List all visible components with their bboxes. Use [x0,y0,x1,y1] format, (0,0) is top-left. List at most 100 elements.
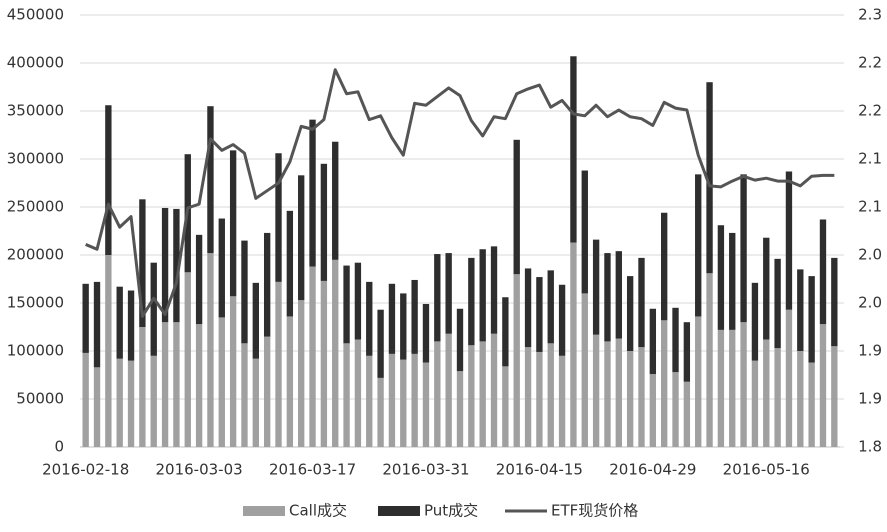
bar-segment [309,119,316,267]
bar-segment [808,276,815,363]
bar-segment [661,320,668,447]
bar-segment [695,174,702,317]
bar-segment [592,239,600,335]
bar-segment [638,257,645,348]
bar-segment [411,353,418,447]
bar-segment [343,265,350,344]
x-tick-label: 2016-02-18 [42,461,129,479]
bar-segment [286,316,294,447]
bar-segment [558,284,566,356]
bar-segment [400,293,407,360]
bar-segment [536,351,543,447]
bar-segment [195,234,203,325]
bar-segment [252,358,259,447]
bar-segment [570,242,577,447]
y-tick-label: 50000 [16,390,64,408]
bar-segment [411,279,418,354]
x-tick-label: 2016-03-31 [382,461,469,479]
bar-segment [524,268,532,348]
bar-segment [116,358,123,447]
bar-segment [298,300,305,447]
bar-segment [366,281,373,356]
y-tick-label: 200000 [7,246,64,264]
bar-segment [434,254,441,342]
bar-segment [604,341,611,447]
bar-segment [819,324,827,447]
bar-segment [751,282,759,361]
bar-segment [513,274,520,447]
bar-segment [263,336,271,447]
bar-segment [184,272,191,447]
bar-segment [195,324,203,447]
bar-segment [831,257,838,347]
bar-segment [343,343,350,447]
bar-segment [729,329,736,447]
bar-segment [706,82,713,274]
y-tick-label: 100000 [7,342,64,360]
legend-label: Call成交 [289,502,347,520]
bar-segment [377,377,384,447]
line [85,68,835,318]
bar-segment [717,225,725,330]
bar-segment [139,199,146,327]
y-tick-label: 350000 [7,102,64,120]
x-tick-label: 2016-05-16 [723,461,810,479]
bar-segment [706,273,713,447]
y-tick-label: 400000 [7,54,64,72]
bar-segment [298,175,305,301]
bar-segment [93,281,101,368]
legend-swatch [243,506,285,516]
x-tick-label: 2016-03-17 [269,461,356,479]
bar-segment [774,258,781,349]
bar-segment [82,352,89,447]
bar-segment [286,210,294,317]
bar-segment [797,351,804,447]
y2-tick-label: 2.0 [858,246,882,264]
bar-segment [490,333,498,447]
bar-segment [808,362,815,447]
y-tick-label: 150000 [7,294,64,312]
bar-segment [468,257,475,346]
y-tick-label: 300000 [7,150,64,168]
bar-segment [275,281,282,447]
bar-segment [252,282,259,359]
bar-segment [785,171,793,310]
bar-segment [309,266,316,447]
bar-segment [740,174,747,323]
bar-segment [615,251,622,339]
bar-segment [456,371,464,447]
bar-segment [479,341,486,447]
bar-segment [649,374,657,447]
bar-segment [797,269,804,351]
bar-segment [320,280,328,447]
bar-segment [263,232,271,337]
bar-segment [173,322,180,447]
bar-segment [354,262,362,340]
bar-segment [82,283,89,353]
bar-segment [763,339,770,447]
bar-segment [241,240,248,344]
bar-segment [207,253,214,447]
bar-segment [592,334,600,447]
bar-segment [388,353,396,447]
y2-tick-label: 1.8 [858,438,882,456]
bar-segment [150,262,157,356]
bar-segment [127,290,135,361]
bar-segment [626,351,634,447]
x-tick-label: 2016-03-03 [156,461,243,479]
bar-segment [638,347,645,447]
bar-segment [139,327,146,447]
bar-segment [445,253,452,334]
bar-segment [502,366,509,447]
y-tick-label: 450000 [7,6,64,24]
y-tick-label: 250000 [7,198,64,216]
bar-segment [400,359,407,447]
bar-segment [774,348,781,447]
bar-segment [547,270,554,344]
bar-segment [615,338,622,447]
bar-segment [661,212,668,321]
x-tick-label: 2016-04-29 [609,461,696,479]
bar-segment [332,259,339,447]
bar-segment [105,255,112,447]
